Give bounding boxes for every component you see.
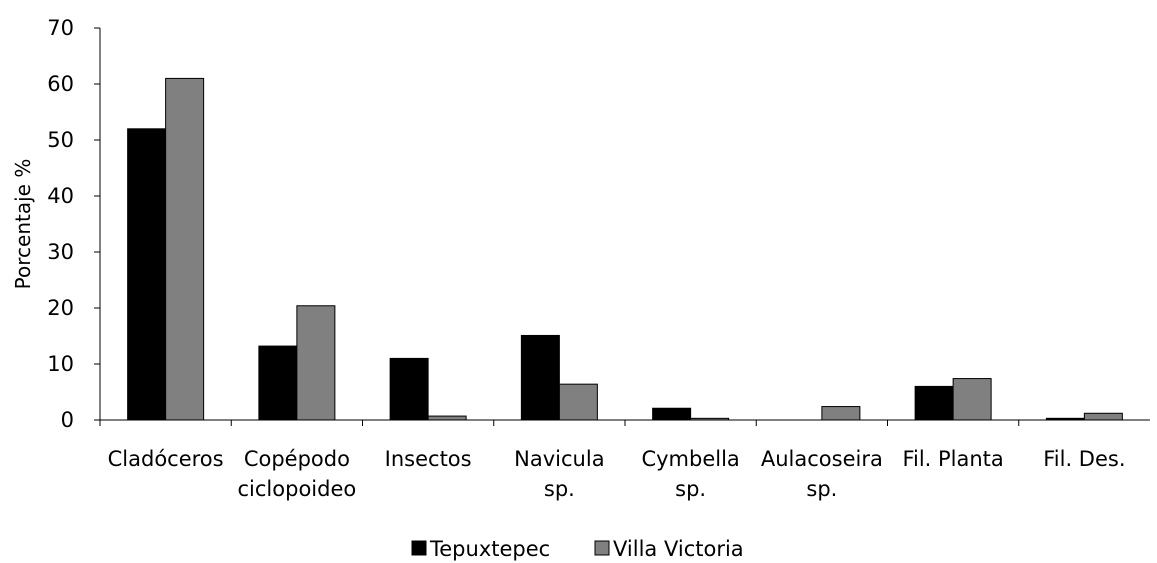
- legend-label: Tepuxtepec: [429, 537, 550, 561]
- category-label: Aulacoseira: [761, 447, 883, 471]
- y-tick-label: 40: [47, 184, 74, 208]
- category-label: Navicula: [514, 447, 604, 471]
- y-tick-label: 50: [47, 128, 74, 152]
- bar-villa-victoria: [952, 378, 992, 421]
- category-label: Fil. Des.: [1043, 447, 1125, 471]
- bar-tepuxtepec: [652, 407, 692, 421]
- bar-villa-victoria: [427, 415, 467, 421]
- bar-villa-victoria: [165, 77, 205, 421]
- category-label: ciclopoideo: [238, 477, 357, 501]
- category-label: Cladóceros: [108, 447, 224, 471]
- y-axis-ticks: 0 10 20 30 40 50 60 70: [47, 16, 100, 432]
- bar-tepuxtepec: [914, 385, 954, 421]
- y-tick-label: 20: [47, 296, 74, 320]
- legend-label: Villa Victoria: [613, 537, 744, 561]
- y-tick-label: 10: [47, 352, 74, 376]
- category-label: sp.: [675, 477, 706, 501]
- bar-tepuxtepec: [520, 334, 560, 421]
- category-label: Insectos: [385, 447, 472, 471]
- y-tick-label: 70: [47, 16, 74, 40]
- y-tick-label: 30: [47, 240, 74, 264]
- y-tick-label: 60: [47, 72, 74, 96]
- legend-swatch: [594, 540, 610, 556]
- bar-villa-victoria: [558, 383, 598, 421]
- y-tick-label: 0: [61, 408, 74, 432]
- bar-tepuxtepec: [389, 357, 429, 421]
- category-label: sp.: [806, 477, 837, 501]
- legend: Tepuxtepec Villa Victoria: [411, 537, 744, 561]
- y-axis-label: Porcentaje %: [11, 159, 35, 290]
- bar-villa-victoria: [821, 406, 861, 421]
- bar-tepuxtepec: [127, 128, 167, 421]
- category-label: Copépodo: [244, 447, 350, 471]
- category-labels: Cladóceros Copépodo ciclopoideo Insectos Nav…: [108, 447, 1126, 501]
- bars: [99, 77, 1123, 426]
- category-label: Cymbella: [641, 447, 739, 471]
- legend-swatch: [411, 540, 427, 556]
- bar-villa-victoria: [296, 305, 336, 421]
- category-label: Fil. Planta: [902, 447, 1003, 471]
- bar-tepuxtepec: [258, 345, 298, 421]
- category-label: sp.: [544, 477, 575, 501]
- bar-villa-victoria: [1083, 412, 1123, 421]
